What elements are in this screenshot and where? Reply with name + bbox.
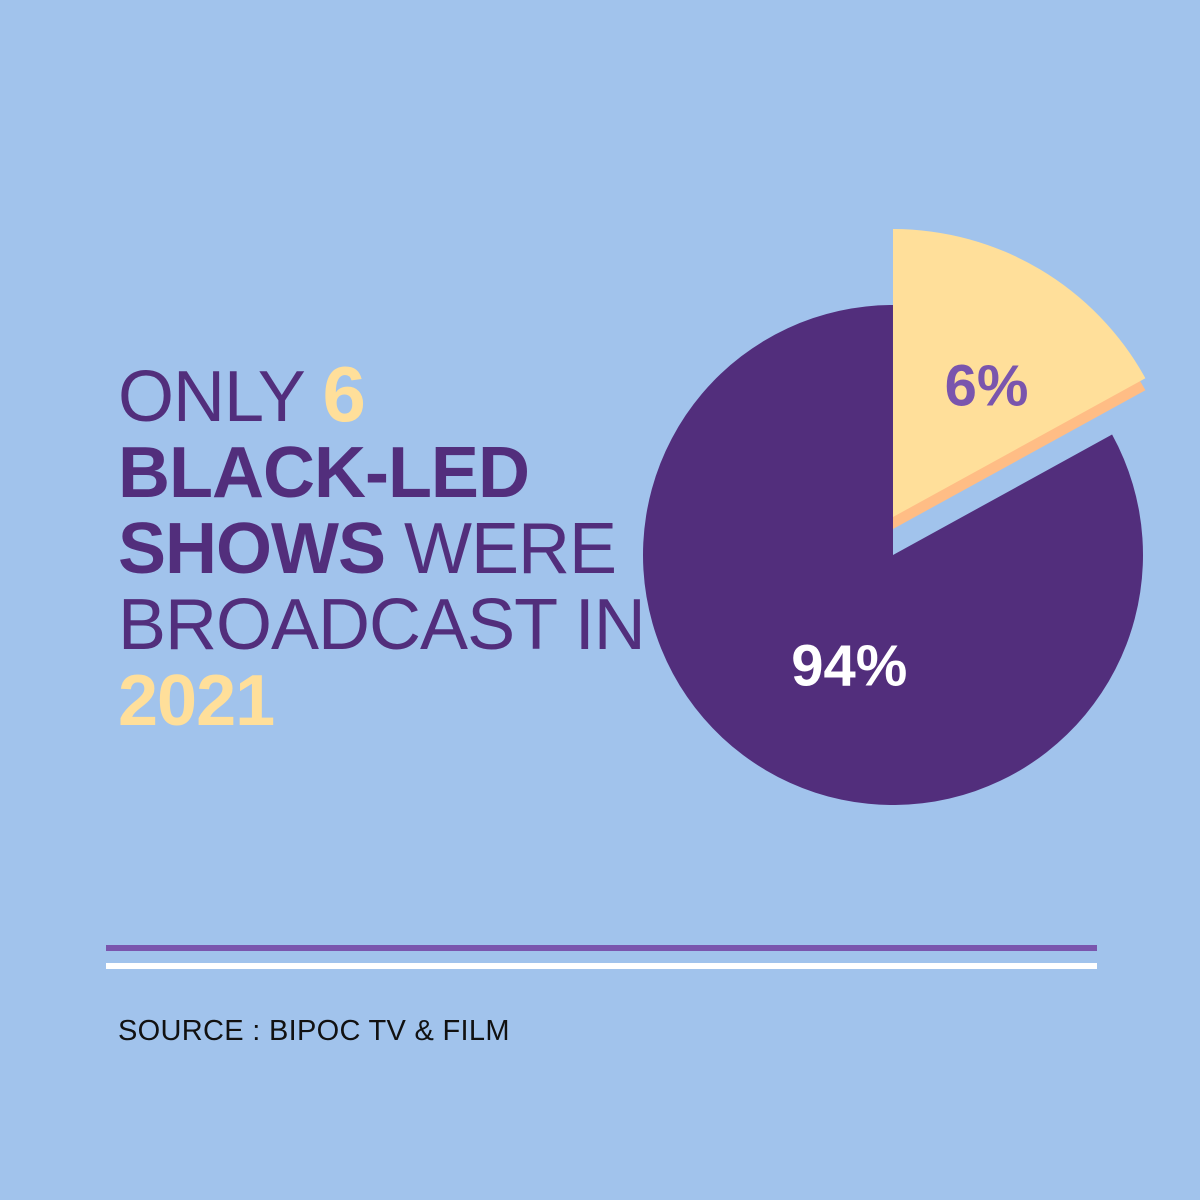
slice-label-1: 94% — [791, 633, 907, 698]
divider-purple — [106, 945, 1097, 951]
pie-slice-1 — [643, 305, 1143, 805]
headline-only: ONLY — [118, 357, 304, 437]
headline-number: 6 — [322, 350, 365, 438]
slice-label-0: 6% — [945, 354, 1029, 419]
pie-slice-0 — [893, 229, 1146, 517]
source-note: SOURCE : BIPOC TV & FILM — [118, 1015, 510, 1047]
headline-line-2: BLACK-LED — [118, 433, 530, 513]
headline-year: 2021 — [118, 661, 275, 741]
headline-line-1: ONLY 6 — [118, 355, 618, 437]
headline-line-3: SHOWS WERE — [118, 511, 618, 587]
headline-line-4: BROADCAST IN — [118, 585, 646, 665]
headline: ONLY 6 BLACK-LED SHOWS WERE BROADCAST IN… — [118, 355, 646, 741]
headline-shows: SHOWS — [118, 509, 386, 589]
divider-white — [106, 963, 1097, 969]
headline-were: WERE — [404, 509, 617, 589]
